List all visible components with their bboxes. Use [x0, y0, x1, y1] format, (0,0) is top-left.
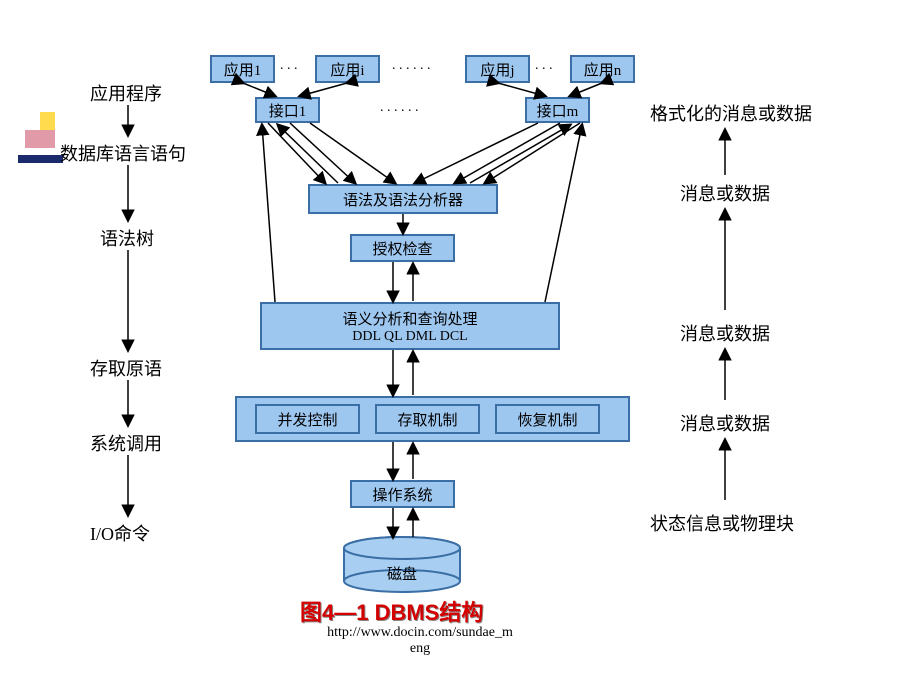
node-auth-label: 授权检查 [372, 238, 432, 259]
right-label-status: 状态信息或物理块 [650, 510, 794, 536]
node-disk: 磁盘 [342, 536, 462, 599]
node-appj-label: 应用j [480, 59, 514, 80]
node-recovery-label: 恢复机制 [517, 409, 577, 430]
dots-if: . . . . . . [380, 100, 419, 116]
left-label-syscall: 系统调用 [90, 430, 162, 456]
left-label-app-program: 应用程序 [90, 80, 162, 106]
decor-pink-bar [25, 130, 55, 148]
node-appj: 应用j [465, 55, 530, 83]
node-recovery: 恢复机制 [495, 404, 600, 434]
node-if1: 接口1 [255, 97, 320, 123]
left-label-io-cmd: I/O命令 [90, 520, 150, 546]
node-os: 操作系统 [350, 480, 455, 508]
node-app1-label: 应用1 [224, 59, 262, 80]
url-line1: http://www.docin.com/sundae_m [327, 625, 513, 640]
left-label-access-primitive: 存取原语 [90, 355, 162, 381]
right-label-msg3: 消息或数据 [680, 320, 770, 346]
dots-app2: . . . . . . [392, 58, 431, 74]
node-os-label: 操作系统 [372, 484, 432, 505]
url-text: http://www.docin.com/sundae_m eng [320, 625, 520, 657]
node-auth: 授权检查 [350, 234, 455, 262]
node-if1-label: 接口1 [269, 100, 307, 121]
node-appi: 应用i [315, 55, 380, 83]
node-parser: 语法及语法分析器 [308, 184, 498, 214]
node-appi-label: 应用i [330, 59, 364, 80]
node-ifm: 接口m [525, 97, 590, 123]
decor-navy-bar [18, 155, 63, 163]
url-line2: eng [410, 641, 430, 656]
svg-text:磁盘: 磁盘 [387, 565, 417, 583]
node-appn-label: 应用n [584, 59, 622, 80]
node-semantic-line2: DDL QL DML DCL [352, 329, 468, 345]
figure-caption: 图4—1 DBMS结构 [300, 595, 483, 627]
dots-app3: . . . [535, 58, 553, 74]
node-appn: 应用n [570, 55, 635, 83]
node-access: 存取机制 [375, 404, 480, 434]
node-semantic: 语义分析和查询处理 DDL QL DML DCL [260, 302, 560, 350]
node-access-label: 存取机制 [397, 409, 457, 430]
node-concurrency: 并发控制 [255, 404, 360, 434]
node-app1: 应用1 [210, 55, 275, 83]
left-label-syntax-tree: 语法树 [100, 225, 154, 251]
right-label-formatted-msg: 格式化的消息或数据 [650, 100, 812, 126]
dots-app1: . . . [280, 58, 298, 74]
node-concurrency-label: 并发控制 [277, 409, 337, 430]
node-parser-label: 语法及语法分析器 [343, 189, 463, 210]
node-ifm-label: 接口m [537, 100, 579, 121]
right-label-msg2: 消息或数据 [680, 180, 770, 206]
right-label-msg4: 消息或数据 [680, 410, 770, 436]
left-label-db-lang: 数据库语言语句 [60, 140, 186, 166]
node-semantic-line1: 语义分析和查询处理 [342, 308, 477, 329]
